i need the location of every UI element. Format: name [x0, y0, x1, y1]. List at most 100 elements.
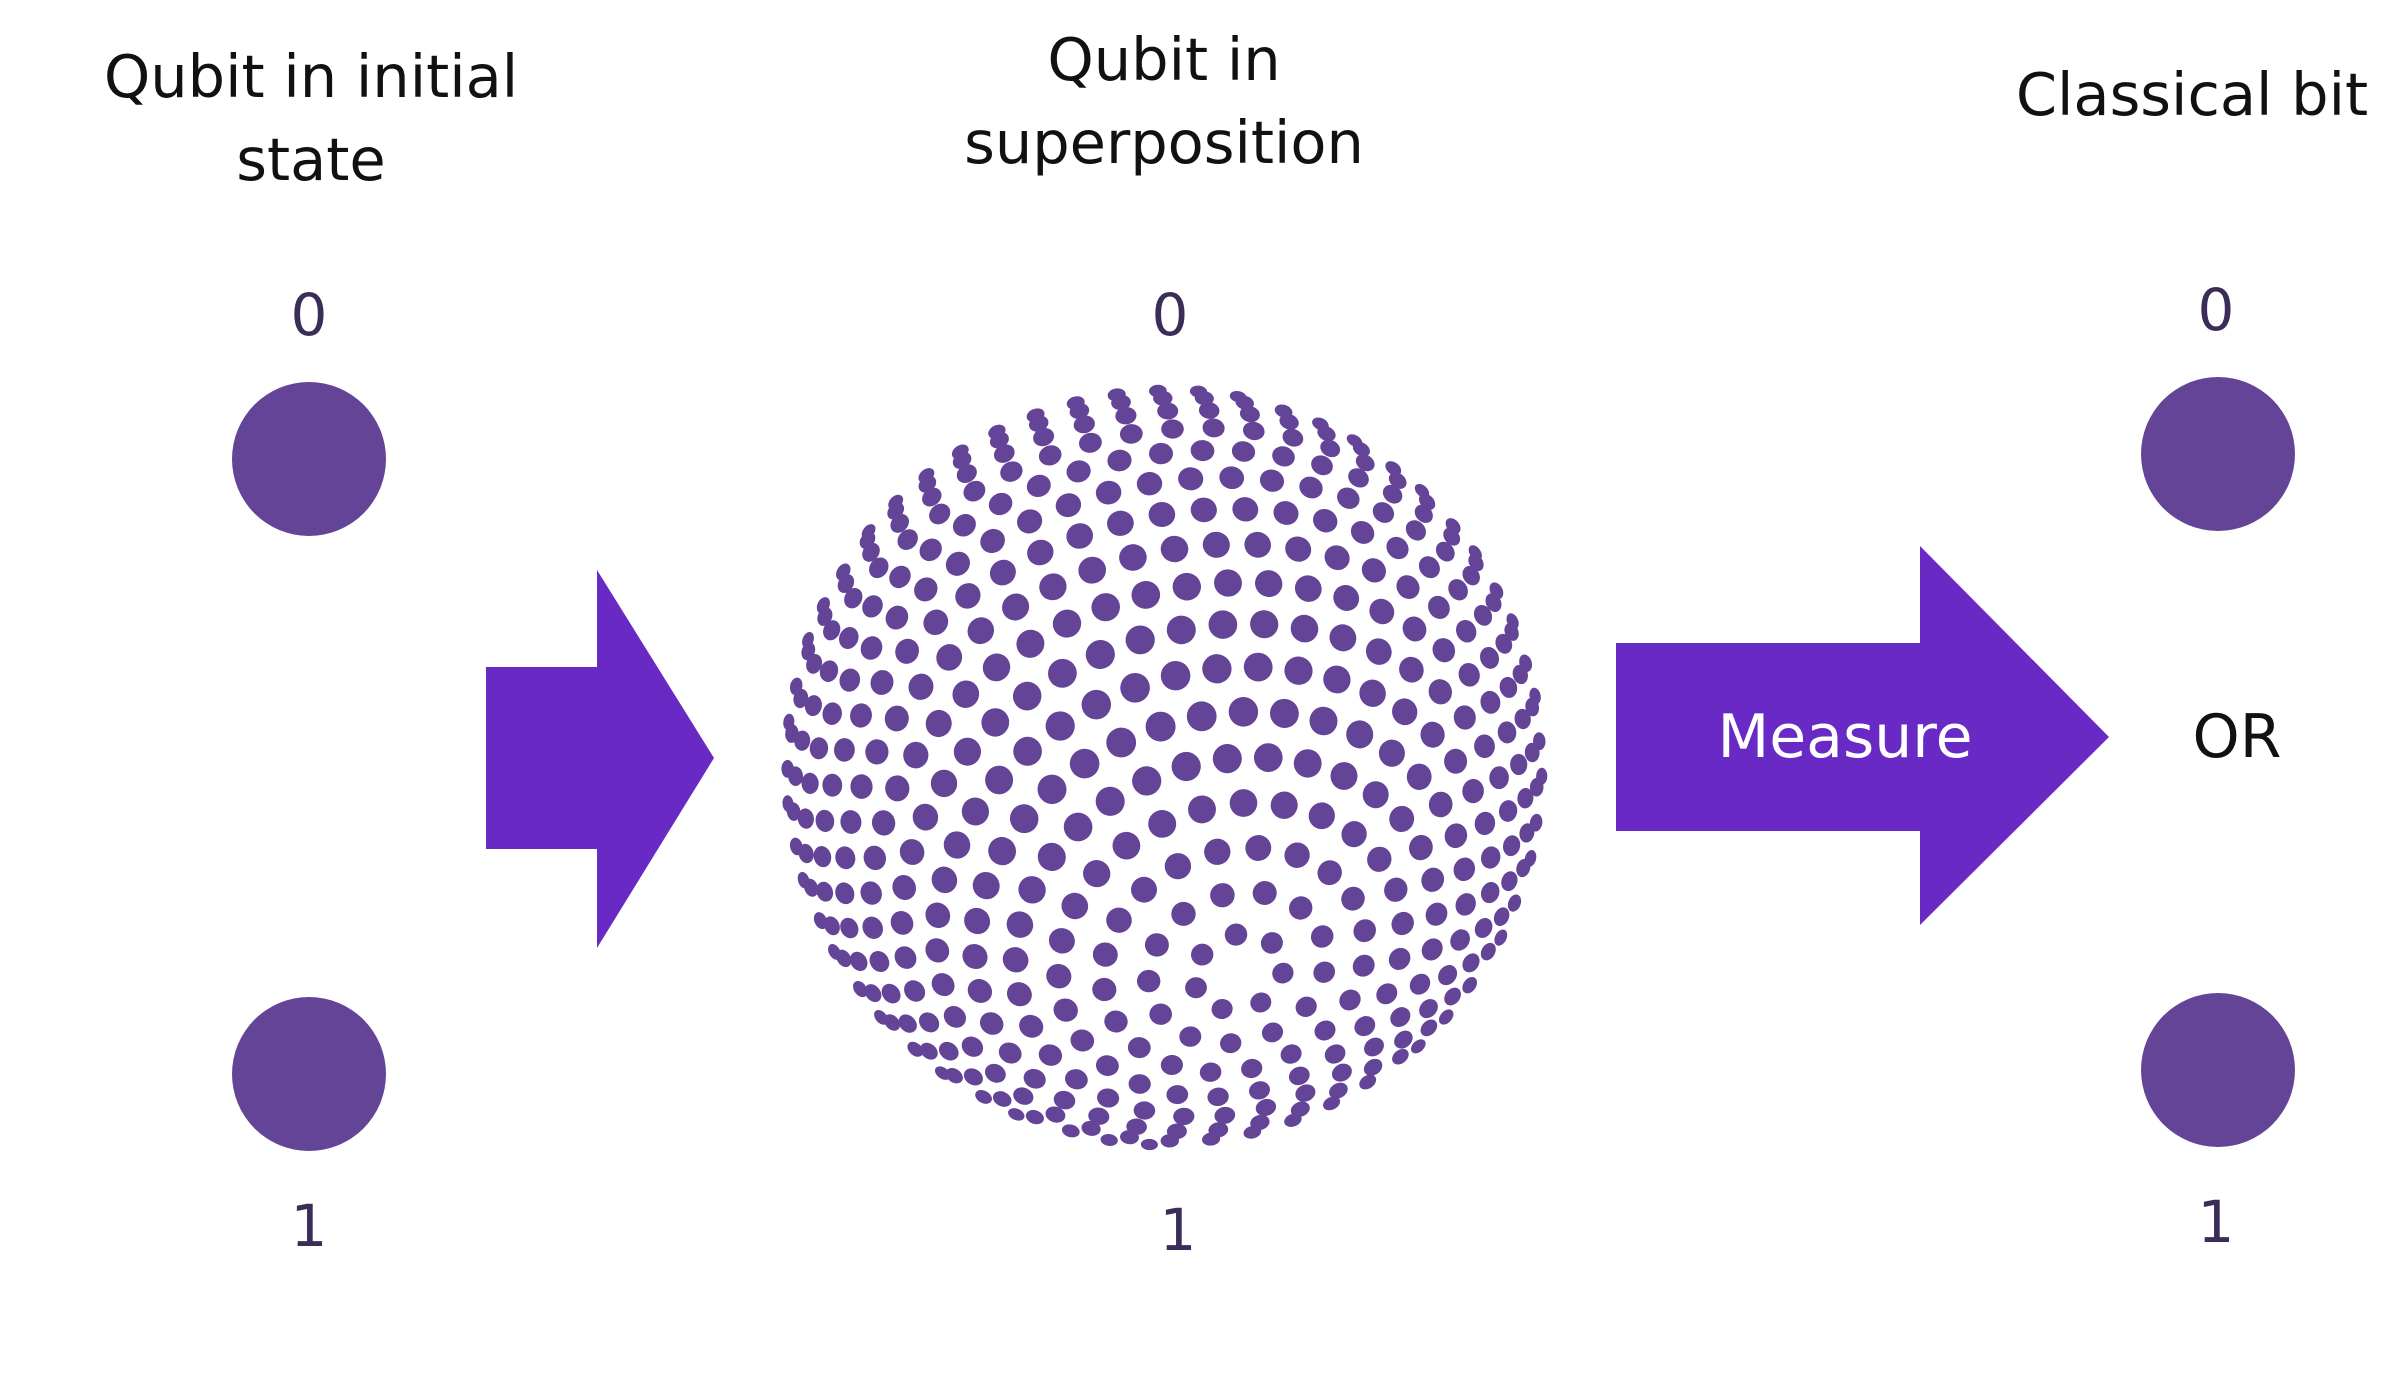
sphere-dot	[1272, 962, 1294, 984]
sphere-dot	[853, 981, 868, 998]
sphere-dot	[1009, 804, 1039, 834]
sphere-dot	[953, 737, 982, 766]
sphere-dot	[1207, 1087, 1229, 1107]
sphere-dot	[1095, 480, 1122, 505]
sphere-dot	[1299, 476, 1323, 499]
sphere-dot	[1038, 445, 1062, 466]
sphere-dot	[1274, 404, 1293, 418]
sphere-dot	[1149, 384, 1167, 398]
sphere-dot	[998, 1042, 1022, 1064]
sphere-dot	[1119, 544, 1147, 571]
sphere-dot	[1104, 1010, 1128, 1033]
sphere-dot	[1419, 999, 1438, 1019]
sphere-dot	[1402, 616, 1427, 642]
sphere-dot	[1435, 541, 1455, 562]
sphere-dot	[1166, 1085, 1189, 1105]
sphere-dot	[885, 605, 909, 630]
sphere-dot	[1085, 640, 1115, 669]
sphere-dot	[1107, 510, 1134, 536]
sphere-dot	[1081, 689, 1112, 720]
sphere-dot	[839, 627, 859, 649]
sphere-dot	[885, 775, 910, 802]
sphere-dot	[1533, 732, 1546, 751]
sphere-dot	[1428, 679, 1452, 705]
sphere-dot	[1378, 739, 1405, 767]
sphere-dot	[890, 911, 914, 935]
sphere-dot	[1359, 1074, 1377, 1090]
sphere-dot	[1137, 969, 1161, 993]
sphere-dot	[1453, 857, 1476, 882]
sphere-dot	[1006, 982, 1032, 1007]
sphere-dot	[1309, 706, 1338, 736]
sphere-dot	[1445, 518, 1461, 534]
sphere-dot	[1053, 998, 1078, 1022]
sphere-dot	[850, 703, 872, 728]
sphere-dot	[1462, 566, 1480, 586]
sphere-dot	[1341, 821, 1367, 848]
classical-zero-label: 0	[2198, 276, 2235, 344]
sphere-dot	[1458, 663, 1480, 687]
sphere-dot	[1497, 721, 1517, 744]
sphere-dot	[898, 1014, 917, 1033]
sphere-dot	[801, 772, 819, 794]
sphere-dot	[1355, 454, 1375, 472]
sphere-dot	[943, 831, 971, 859]
sphere-dot	[963, 1068, 983, 1086]
sphere-dot	[1396, 575, 1420, 599]
sphere-dot	[1172, 572, 1201, 601]
sphere-dot	[1290, 614, 1319, 643]
sphere-dot	[1199, 1062, 1222, 1082]
sphere-dot	[1524, 850, 1537, 867]
sphere-dot	[833, 738, 855, 762]
sphere-dot	[1489, 582, 1504, 600]
sphere-dot	[884, 705, 909, 732]
sphere-dot	[869, 951, 890, 972]
sphere-dot	[1280, 1044, 1302, 1064]
sphere-dot	[982, 653, 1011, 682]
sphere-dot	[1016, 629, 1045, 658]
sphere-dot	[1066, 523, 1094, 549]
sphere-dot	[1388, 472, 1407, 489]
sphere-dot	[1160, 535, 1189, 563]
sphere-dot	[1285, 536, 1312, 562]
sphere-dot	[1474, 811, 1496, 836]
sphere-dot	[1253, 743, 1283, 772]
sphere-dot	[1243, 652, 1273, 682]
sphere-dot	[1244, 531, 1272, 558]
sphere-dot	[1272, 446, 1295, 467]
initial-state-one-dot-icon	[232, 997, 386, 1151]
sphere-dot	[1166, 615, 1196, 645]
sphere-dot	[1320, 439, 1341, 458]
sphere-dot	[1026, 408, 1045, 423]
sphere-dot	[1038, 1044, 1063, 1066]
sphere-dot	[899, 839, 925, 865]
sphere-dot	[1025, 1109, 1044, 1125]
sphere-dot	[1428, 595, 1450, 619]
sphere-dot	[1125, 625, 1155, 655]
sphere-dot	[889, 565, 911, 589]
sphere-dot	[1493, 907, 1510, 927]
sphere-dot	[1017, 509, 1043, 534]
sphere-dot	[849, 951, 868, 972]
sphere-dot	[1243, 421, 1265, 441]
sphere-dot	[1128, 1074, 1151, 1094]
heading-initial-line-2: state	[236, 125, 385, 194]
sphere-dot	[964, 907, 991, 935]
sphere-dot	[1308, 802, 1335, 830]
sphere-dot	[1341, 886, 1365, 911]
sphere-dot	[1392, 698, 1418, 726]
sphere-dot	[1284, 656, 1313, 685]
classical-one-label: 1	[2198, 1188, 2235, 1256]
sphere-dot	[992, 1091, 1012, 1107]
sphere-dot	[934, 1066, 951, 1080]
sphere-dot	[1290, 1101, 1310, 1118]
sphere-dot	[1070, 1029, 1095, 1052]
sphere-dot	[822, 702, 842, 725]
sphere-dot	[1119, 424, 1143, 444]
sphere-dot	[1231, 441, 1256, 462]
sphere-dot	[1120, 1130, 1139, 1145]
sphere-dot	[871, 810, 896, 836]
sphere-dot	[870, 670, 894, 695]
sphere-dot	[979, 1012, 1004, 1035]
